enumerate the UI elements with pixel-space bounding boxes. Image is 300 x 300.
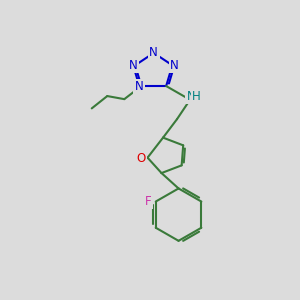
Text: H: H (192, 90, 201, 103)
Text: N: N (128, 59, 137, 72)
Text: O: O (137, 152, 146, 165)
Text: N: N (149, 46, 158, 59)
Text: N: N (170, 59, 179, 72)
Text: F: F (145, 195, 151, 208)
Text: N: N (187, 90, 195, 103)
Text: N: N (135, 80, 143, 93)
